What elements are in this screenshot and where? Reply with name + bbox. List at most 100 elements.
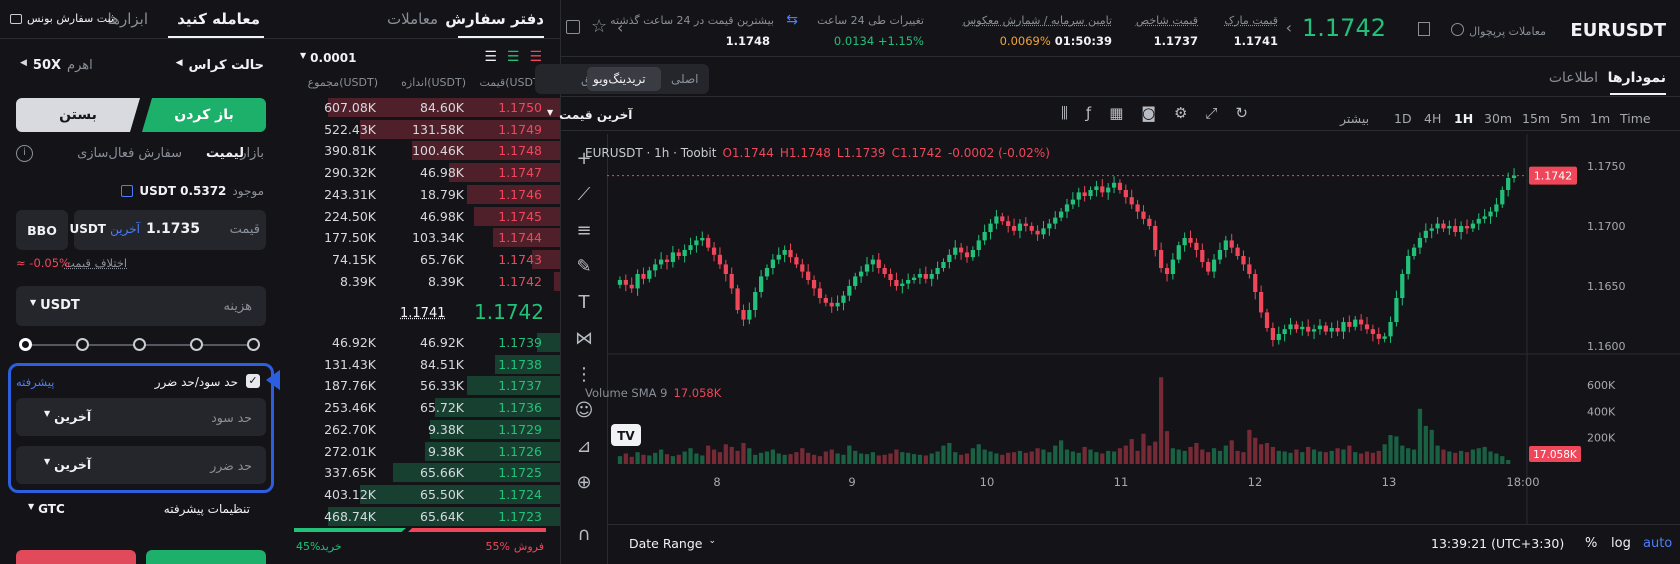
- grid-icon[interactable]: ▦: [1109, 104, 1124, 122]
- close-position-button[interactable]: بستن: [16, 98, 140, 132]
- open-position-button[interactable]: باز کردن: [142, 98, 266, 132]
- text-icon[interactable]: T: [578, 292, 590, 313]
- order-type-trigger[interactable]: سفارش فعال‌سازی: [77, 146, 182, 161]
- chevron-left-icon[interactable]: ‹: [617, 18, 624, 37]
- order-type-market[interactable]: بازار: [240, 146, 264, 161]
- tpsl-checkbox[interactable]: ✓: [246, 374, 260, 388]
- timeframe-3[interactable]: 5m: [1560, 111, 1581, 126]
- tick-size-selector[interactable]: ▼ 0.0001: [300, 51, 357, 65]
- star-icon[interactable]: ☆: [591, 16, 608, 37]
- bid-row[interactable]: 1.1726 9.38K 272.01K: [280, 441, 560, 462]
- ask-row[interactable]: 1.1744 103.34K 177.50K: [280, 227, 560, 248]
- layout-icon[interactable]: [566, 20, 580, 34]
- timeframe-4[interactable]: 15m: [1522, 111, 1551, 126]
- price-type-selector[interactable]: ▼ آخرین قیمت: [547, 108, 633, 122]
- magnet-icon[interactable]: ∩: [577, 524, 591, 545]
- bid-row[interactable]: 1.1725 65.66K 337.65K: [280, 462, 560, 483]
- bid-row[interactable]: 1.1723 65.64K 468.74K: [280, 506, 560, 527]
- chevron-down-icon[interactable]: [1451, 23, 1464, 36]
- measure-icon[interactable]: ⋮: [575, 364, 593, 385]
- horizontal-lines-icon[interactable]: ≡: [576, 220, 592, 241]
- ask-row[interactable]: 1.1745 46.98K 224.50K: [280, 206, 560, 227]
- view-tradingview[interactable]: تریدینگ‌ویو: [593, 72, 646, 86]
- ask-row[interactable]: 1.1743 65.76K 74.15K: [280, 249, 560, 270]
- date-range-selector[interactable]: Date Range ⌄: [629, 536, 717, 551]
- ask-row[interactable]: 1.1750 84.60K 607.08K: [280, 97, 560, 118]
- bid-row[interactable]: 1.1724 65.50K 403.12K: [280, 484, 560, 505]
- slider-step-25[interactable]: [76, 338, 89, 351]
- tab-trade[interactable]: معامله کنید: [177, 10, 260, 28]
- leverage-selector[interactable]: اهرم 50X ◀: [20, 58, 93, 73]
- fullscreen-icon[interactable]: ⤢: [1205, 104, 1218, 122]
- take-profit-input[interactable]: [16, 398, 266, 436]
- price-input[interactable]: [74, 210, 266, 250]
- percent-scale-toggle[interactable]: %: [1585, 536, 1598, 551]
- info-icon[interactable]: i: [16, 145, 33, 162]
- tab-trades[interactable]: معاملات: [387, 10, 438, 28]
- ask-row[interactable]: 1.1742 8.39K 8.39K: [280, 271, 560, 292]
- timeframe-7[interactable]: 4H: [1424, 111, 1442, 126]
- ask-row[interactable]: 1.1748 100.46K 390.81K: [280, 140, 560, 161]
- margin-mode-selector[interactable]: حالت کراس ◀: [175, 58, 264, 73]
- time-in-force-selector[interactable]: ▼ GTC: [28, 502, 65, 516]
- ask-row[interactable]: 1.1746 18.79K 243.31K: [280, 184, 560, 205]
- crosshair-icon[interactable]: +: [576, 148, 592, 169]
- swap-icon[interactable]: ⇆: [786, 12, 798, 28]
- tab-tools[interactable]: ابزارها: [107, 10, 148, 28]
- buy-submit-button[interactable]: [146, 550, 266, 564]
- view-basic[interactable]: اصلی: [671, 72, 699, 86]
- bid-row[interactable]: 1.1738 84.51K 131.43K: [280, 354, 560, 375]
- ruler-icon[interactable]: ⊿: [576, 436, 592, 457]
- chevron-left-icon[interactable]: ‹: [1285, 18, 1292, 37]
- slider-step-75[interactable]: [190, 338, 203, 351]
- timeframe-1[interactable]: Time: [1620, 111, 1651, 126]
- slider-step-100[interactable]: [247, 338, 260, 351]
- settings-icon[interactable]: ⚙: [1173, 104, 1188, 122]
- bbo-button[interactable]: BBO: [16, 210, 68, 250]
- slider-handle[interactable]: [19, 338, 32, 351]
- tab-info[interactable]: اطلاعات: [1548, 70, 1598, 86]
- zoom-in-icon[interactable]: ⊕: [576, 472, 592, 493]
- timeframe-8[interactable]: 1D: [1394, 111, 1412, 126]
- indicators-icon[interactable]: ƒ: [1085, 104, 1092, 122]
- symbol-name[interactable]: EURUSDT: [1570, 20, 1666, 41]
- price-chart[interactable]: 1.1742 1.1750 1.1700 1.1650 1.1600 600K 400K 20…: [607, 134, 1680, 524]
- log-scale-toggle[interactable]: log: [1611, 536, 1631, 551]
- camera-icon[interactable]: ◙: [1141, 104, 1156, 122]
- take-profit-trigger-selector[interactable]: ▼ آخرین: [44, 409, 92, 424]
- sell-submit-button[interactable]: [16, 550, 136, 564]
- timeframe-9[interactable]: بیشتر: [1340, 111, 1370, 126]
- stop-loss-trigger-selector[interactable]: ▼ آخرین: [44, 457, 92, 472]
- bids-only-view-icon[interactable]: ☰: [506, 49, 520, 65]
- book-icon[interactable]: [1418, 22, 1430, 36]
- timeframe-2[interactable]: 1m: [1590, 111, 1611, 126]
- bid-row[interactable]: 1.1729 9.38K 262.70K: [280, 419, 560, 440]
- bid-row[interactable]: 1.1739 46.92K 46.92K: [280, 332, 560, 353]
- trend-line-icon[interactable]: ⟋: [577, 184, 591, 205]
- transfer-icon[interactable]: [121, 185, 134, 197]
- tab-charts[interactable]: نمودارها: [1607, 70, 1666, 86]
- slider-step-50[interactable]: [133, 338, 146, 351]
- asks-only-view-icon[interactable]: ☰: [529, 49, 542, 65]
- advanced-tpsl-link[interactable]: پیشرفته: [16, 375, 55, 389]
- stop-loss-input[interactable]: [16, 446, 266, 484]
- order-type-limit[interactable]: لیمیت: [206, 146, 244, 161]
- bonus-order-button[interactable]: ثبت سفارش بونس: [10, 12, 114, 25]
- emoji-icon[interactable]: ☺: [574, 400, 594, 421]
- timeframe-6[interactable]: 1H: [1454, 111, 1474, 126]
- advanced-settings-toggle[interactable]: تنظیمات پیشرفته: [163, 502, 250, 516]
- bid-row[interactable]: 1.1737 56.33K 187.76K: [280, 375, 560, 396]
- candle-type-icon[interactable]: ⫼: [1061, 104, 1068, 122]
- timeframe-5[interactable]: 30m: [1484, 111, 1513, 126]
- ask-row[interactable]: 1.1747 46.98K 290.32K: [280, 162, 560, 183]
- brush-icon[interactable]: ✎: [576, 256, 592, 277]
- cost-unit-selector[interactable]: ▼ USDT: [30, 298, 80, 313]
- auto-scale-toggle[interactable]: auto: [1643, 536, 1673, 551]
- cost-input[interactable]: [16, 286, 266, 326]
- both-sides-view-icon[interactable]: ☰: [484, 49, 497, 65]
- undo-icon[interactable]: ↻: [1235, 104, 1248, 122]
- tab-order-book[interactable]: دفتر سفارش: [445, 10, 544, 28]
- ask-row[interactable]: 1.1749 131.58K 522.43K: [280, 119, 560, 140]
- chart-clock[interactable]: 13:39:21 (UTC+3:30): [1431, 536, 1565, 551]
- bid-row[interactable]: 1.1736 65.72K 253.46K: [280, 397, 560, 418]
